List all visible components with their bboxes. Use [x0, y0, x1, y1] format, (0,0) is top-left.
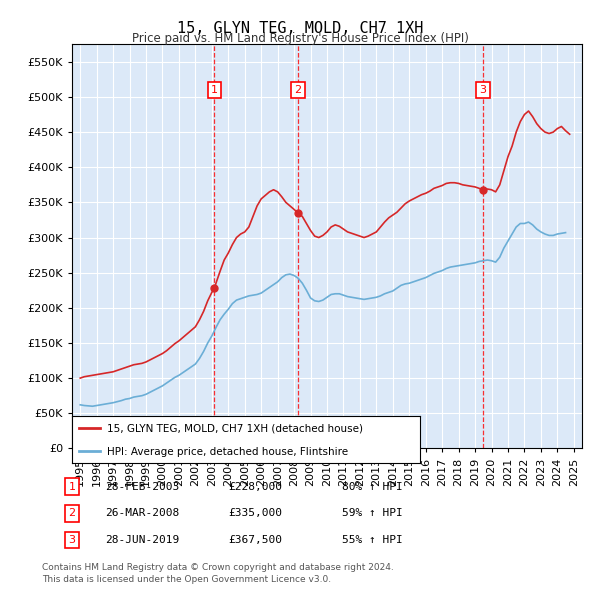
Text: 59% ↑ HPI: 59% ↑ HPI [342, 509, 403, 518]
Text: £228,000: £228,000 [228, 482, 282, 491]
Text: 15, GLYN TEG, MOLD, CH7 1XH (detached house): 15, GLYN TEG, MOLD, CH7 1XH (detached ho… [107, 424, 363, 434]
Text: Price paid vs. HM Land Registry's House Price Index (HPI): Price paid vs. HM Land Registry's House … [131, 32, 469, 45]
Text: £335,000: £335,000 [228, 509, 282, 518]
Text: 2: 2 [295, 85, 301, 95]
Text: 15, GLYN TEG, MOLD, CH7 1XH: 15, GLYN TEG, MOLD, CH7 1XH [177, 21, 423, 35]
Text: HPI: Average price, detached house, Flintshire: HPI: Average price, detached house, Flin… [107, 447, 348, 457]
Text: 80% ↑ HPI: 80% ↑ HPI [342, 482, 403, 491]
Text: 3: 3 [68, 535, 76, 545]
Text: 28-FEB-2003: 28-FEB-2003 [105, 482, 179, 491]
Text: 26-MAR-2008: 26-MAR-2008 [105, 509, 179, 518]
Text: £367,500: £367,500 [228, 535, 282, 545]
Text: 1: 1 [211, 85, 218, 95]
Text: This data is licensed under the Open Government Licence v3.0.: This data is licensed under the Open Gov… [42, 575, 331, 584]
Text: 1: 1 [68, 482, 76, 491]
Text: 3: 3 [479, 85, 487, 95]
Text: Contains HM Land Registry data © Crown copyright and database right 2024.: Contains HM Land Registry data © Crown c… [42, 563, 394, 572]
Text: 2: 2 [68, 509, 76, 518]
Text: 55% ↑ HPI: 55% ↑ HPI [342, 535, 403, 545]
Text: 28-JUN-2019: 28-JUN-2019 [105, 535, 179, 545]
